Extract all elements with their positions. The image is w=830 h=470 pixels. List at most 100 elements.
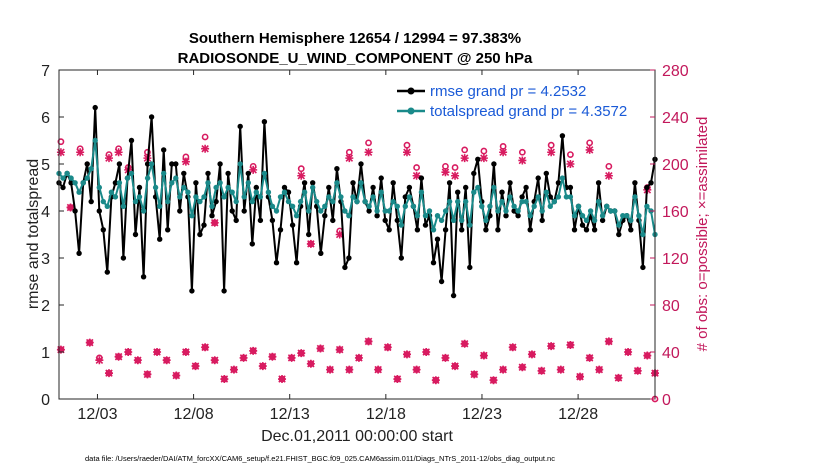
totalspread-point — [471, 189, 477, 195]
totalspread-point — [205, 180, 211, 186]
legend-rmse-label: rmse grand pr = 4.2532 — [430, 83, 586, 100]
obs-assimilated-point — [249, 165, 258, 174]
obs-assimilated-point — [172, 371, 181, 380]
axis-ticks: 12/03 12/08 12/13 12/18 12/23 12/28 0 1 2 3 4 5 6 7 0 4… — [41, 63, 689, 423]
obs-assimilated-point — [508, 343, 517, 352]
rmse-point — [189, 288, 195, 294]
obs-assimilated-point — [162, 356, 171, 365]
obs-assimilated-point — [133, 356, 142, 365]
rmse-point — [237, 123, 243, 130]
totalspread-point — [599, 213, 606, 219]
totalspread-point — [326, 194, 332, 200]
totalspread-point — [84, 175, 90, 181]
totalspread-point — [249, 198, 255, 205]
rmse-point — [245, 170, 251, 177]
totalspread-point — [479, 203, 485, 209]
y-tick-label: 5 — [41, 157, 50, 174]
x-tick-label: 12/23 — [462, 406, 502, 423]
obs-assimilated-point — [335, 230, 344, 239]
y-tick-label: 3 — [41, 251, 50, 268]
obs-assimilated-point — [460, 339, 469, 348]
totalspread-point — [281, 189, 288, 195]
x-tick-label: 12/03 — [77, 406, 117, 423]
totalspread-point — [628, 217, 634, 224]
rmse-point — [386, 227, 392, 233]
totalspread-point — [410, 203, 417, 209]
obs-assimilated-point — [258, 362, 267, 371]
totalspread-point — [229, 189, 235, 195]
totalspread-point — [426, 208, 433, 214]
rmse-point — [273, 260, 280, 266]
totalspread-point — [571, 213, 578, 219]
totalspread-point — [467, 222, 473, 228]
totalspread-point — [523, 198, 529, 205]
totalspread-point — [72, 180, 78, 186]
rmse-point — [591, 227, 598, 233]
totalspread-point — [80, 180, 86, 186]
totalspread-point — [604, 203, 610, 209]
obs-assimilated-point — [556, 365, 565, 374]
totalspread-point — [185, 189, 191, 195]
obs-assimilated-point — [604, 171, 613, 180]
y-tick-label: 2 — [41, 298, 50, 315]
rmse-point — [430, 260, 437, 266]
obs-assimilated-point — [489, 376, 498, 385]
x-tick-label: 12/13 — [270, 406, 310, 423]
rmse-point — [289, 222, 296, 228]
totalspread-point — [422, 213, 429, 219]
totalspread-point — [483, 217, 489, 224]
rmse-point — [382, 217, 388, 224]
rmse-point — [301, 180, 308, 186]
rmse-point — [523, 184, 529, 191]
obs-assimilated-point — [383, 343, 392, 352]
obs-assimilated-point — [306, 239, 315, 248]
totalspread-point — [233, 198, 239, 205]
rmse-point — [217, 161, 223, 167]
obs-assimilated-point — [95, 356, 104, 365]
totalspread-point — [60, 175, 66, 181]
obs-possible-point — [297, 165, 305, 173]
rmse-point — [535, 175, 541, 181]
totalspread-point — [434, 213, 441, 219]
rmse-point — [463, 184, 469, 191]
totalspread-point — [640, 231, 646, 238]
y-tick-label: 7 — [41, 63, 50, 80]
rmse-point — [140, 274, 147, 280]
obs-possible-point — [403, 141, 411, 149]
obs-assimilated-point — [114, 148, 123, 157]
rmse-point — [366, 208, 372, 214]
obs-assimilated-point — [518, 363, 527, 372]
totalspread-point — [273, 208, 280, 214]
y-tick-label: 1 — [41, 345, 50, 362]
rmse-point — [515, 213, 521, 219]
obs-assimilated-point — [479, 351, 488, 360]
totalspread-point — [132, 198, 139, 205]
obs-assimilated-point — [104, 154, 113, 163]
obs-possible-point — [605, 162, 613, 170]
rmse-point — [402, 194, 408, 200]
totalspread-point — [543, 189, 549, 195]
rmse-point — [644, 184, 650, 191]
obs-assimilated-point — [364, 148, 373, 157]
rmse-point — [128, 137, 135, 144]
y2-tick-label: 240 — [662, 110, 689, 127]
totalspread-point — [402, 203, 408, 209]
metric-series — [56, 104, 658, 299]
rmse-point — [539, 217, 545, 224]
rmse-point — [257, 217, 264, 224]
totalspread-point — [539, 208, 545, 214]
totalspread-point — [575, 203, 582, 209]
obs-possible-point — [547, 141, 555, 149]
totalspread-point — [318, 208, 324, 214]
rmse-point — [330, 217, 336, 224]
rmse-point — [467, 264, 473, 271]
obs-assimilated-point — [345, 154, 354, 163]
obs-assimilated-point — [566, 160, 575, 168]
totalspread-point — [161, 170, 167, 177]
totalspread-point — [68, 175, 74, 181]
y-tick-label: 6 — [41, 110, 50, 127]
rmse-point — [322, 213, 328, 219]
obs-assimilated-point — [393, 375, 402, 384]
obs-assimilated-point — [335, 345, 344, 354]
